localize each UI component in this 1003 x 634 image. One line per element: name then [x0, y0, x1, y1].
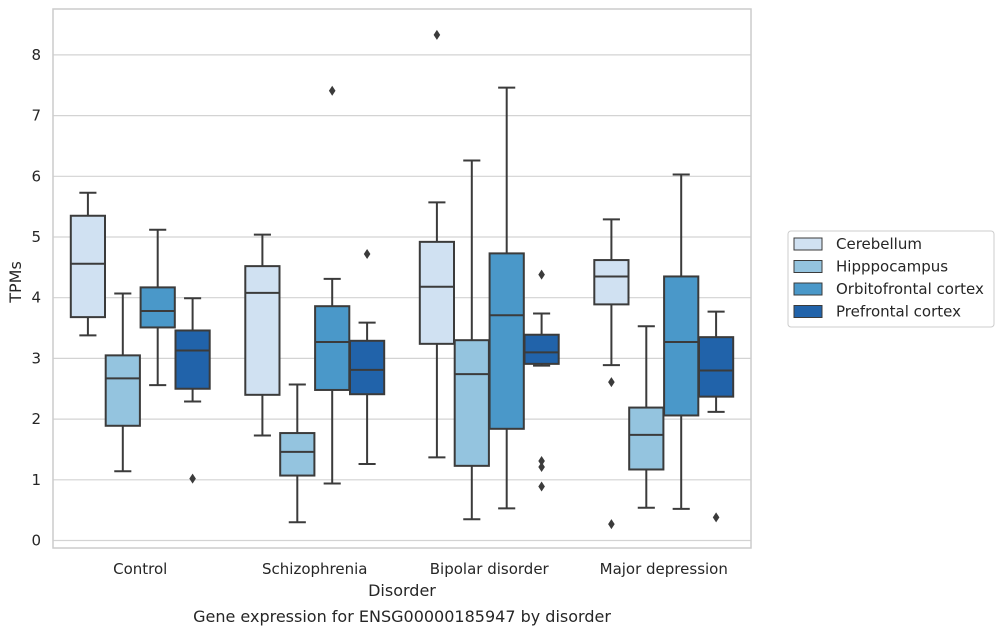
box-plot [663, 173, 700, 510]
legend-label: Cerebellum [836, 235, 922, 253]
box [628, 406, 665, 471]
x-tick-label: Schizophrenia [262, 560, 367, 578]
y-tick-label: 8 [31, 46, 41, 64]
box [244, 265, 281, 396]
box-plot [593, 218, 630, 530]
plot-frame [52, 8, 752, 549]
box [488, 252, 525, 430]
box-plot [418, 29, 456, 459]
x-tick-labels: Control Schizophrenia Bipolar disorder Majo… [113, 560, 728, 578]
y-tick-label: 3 [31, 349, 41, 367]
box-plot [244, 233, 281, 437]
box-plot [314, 85, 351, 485]
legend: Cerebellum Hipppocampus Orbitofrontal cort… [787, 230, 995, 328]
legend-swatch [793, 260, 823, 273]
box-plot [279, 383, 316, 524]
box [663, 275, 700, 417]
outlier-point [538, 481, 545, 492]
box [279, 432, 316, 477]
outlier-point [363, 248, 371, 259]
box [453, 339, 490, 467]
x-tick-label: Major depression [600, 560, 728, 578]
box-plot [697, 310, 735, 523]
box [523, 333, 560, 365]
box-plot [104, 292, 141, 473]
box-plot [69, 191, 107, 337]
y-tick-label: 1 [31, 471, 41, 489]
x-tick-label: Control [113, 560, 167, 578]
box [69, 214, 107, 319]
box [697, 336, 735, 398]
box-plot [628, 325, 665, 509]
y-tick-label: 5 [31, 228, 41, 246]
box [314, 305, 351, 391]
outlier-point [433, 29, 441, 40]
outlier-point [538, 462, 545, 473]
box [418, 240, 456, 345]
box-plot [488, 86, 525, 510]
box-series [69, 29, 735, 530]
outlier-point [538, 455, 545, 466]
y-tick-label: 2 [31, 410, 41, 428]
legend-label: Hipppocampus [836, 258, 948, 276]
legend-label: Prefrontal cortex [836, 303, 961, 321]
y-tick-label: 6 [31, 167, 41, 185]
box [104, 354, 141, 427]
box-plot [174, 297, 211, 484]
box [348, 339, 386, 396]
x-tick-label: Bipolar disorder [430, 560, 550, 578]
box-plot [348, 248, 386, 466]
box-plot [453, 159, 490, 521]
outlier-point [712, 512, 720, 523]
y-tick-label: 7 [31, 107, 41, 125]
chart-title: Gene expression for ENSG00000185947 by d… [193, 607, 611, 626]
box [593, 259, 630, 306]
legend-swatch [793, 305, 823, 318]
outlier-point [538, 269, 545, 280]
outlier-point [328, 85, 336, 96]
y-tick-label: 4 [31, 289, 41, 307]
outlier-point [189, 473, 196, 484]
legend-swatch [793, 282, 823, 296]
x-axis-label: Disorder [368, 581, 436, 600]
y-tick-label: 0 [31, 532, 41, 550]
box-plot [139, 228, 176, 387]
box [174, 329, 211, 390]
y-axis-label: TPMs [6, 261, 25, 304]
outlier-point [608, 377, 615, 388]
outlier-point [608, 519, 615, 530]
legend-frame [787, 230, 995, 328]
legend-label: Orbitofrontal cortex [836, 280, 984, 298]
legend-swatch [793, 237, 823, 251]
box-plot [523, 269, 560, 492]
y-tick-labels: 0 1 2 3 4 5 6 7 8 [31, 46, 41, 550]
box [139, 286, 176, 329]
